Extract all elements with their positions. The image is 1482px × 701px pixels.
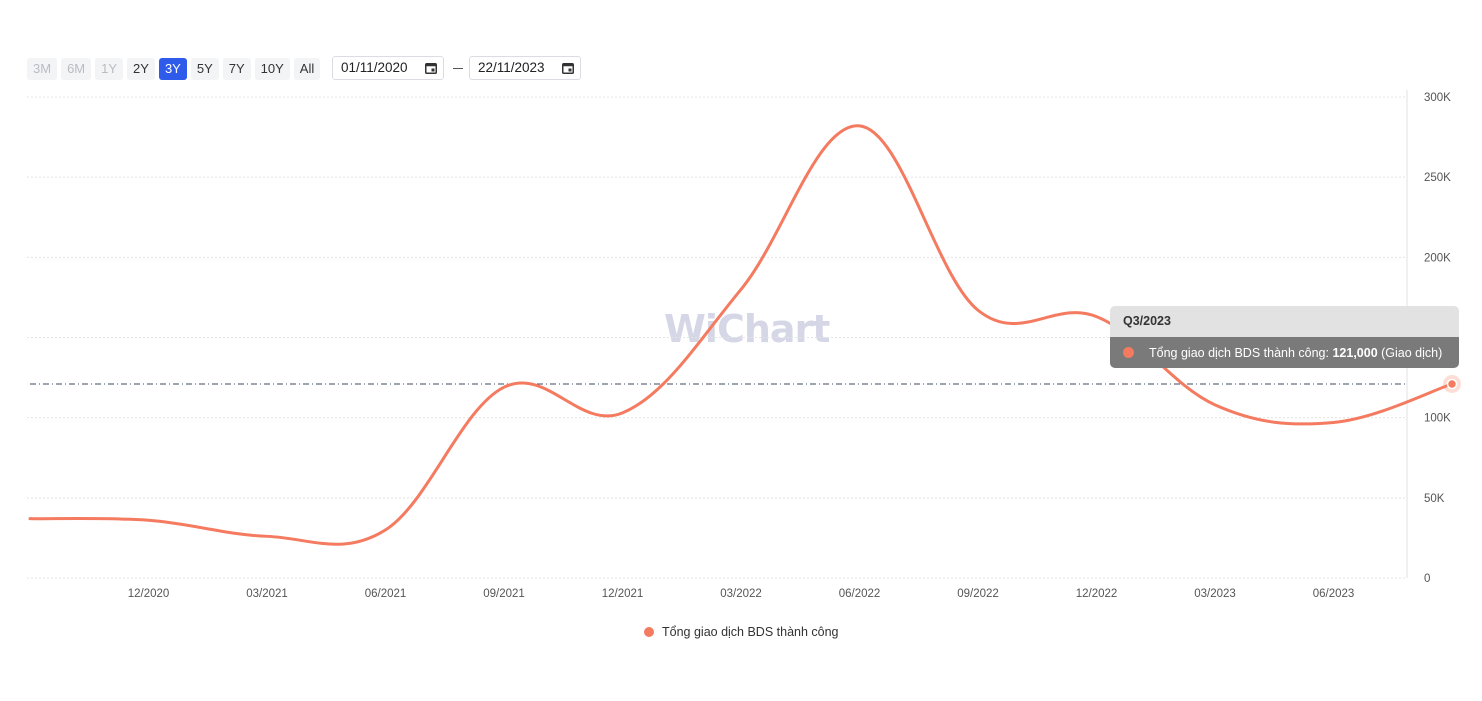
range-button-3m[interactable]: 3M — [27, 58, 58, 80]
chart-legend[interactable]: Tổng giao dịch BDS thành công — [644, 625, 839, 639]
range-button-6m[interactable]: 6M — [61, 58, 92, 80]
calendar-icon[interactable] — [562, 62, 574, 74]
range-button-10y[interactable]: 10Y — [254, 58, 290, 80]
range-button-7y[interactable]: 7Y — [222, 58, 251, 80]
x-tick-label: 12/2022 — [1076, 588, 1118, 600]
range-button-1y[interactable]: 1Y — [95, 58, 124, 80]
tooltip-unit: (Giao dịch) — [1381, 345, 1443, 360]
date-range-separator — [453, 68, 463, 69]
range-button-2y[interactable]: 2Y — [127, 58, 155, 80]
x-tick-label: 09/2022 — [957, 588, 999, 600]
series-line — [28, 124, 1454, 546]
range-button-all[interactable]: All — [293, 58, 321, 80]
x-tick-label: 06/2021 — [365, 588, 407, 600]
range-toolbar: 3M 6M 1Y 2Y 3Y 5Y 7Y 10Y All — [27, 57, 324, 81]
y-tick-label: 50K — [1424, 493, 1445, 505]
date-to-input[interactable]: 22/11/2023 — [469, 56, 581, 80]
legend-label: Tổng giao dịch BDS thành công — [662, 625, 839, 639]
x-tick-label: 09/2021 — [483, 588, 525, 600]
x-tick-label: 12/2020 — [128, 588, 170, 600]
x-tick-label: 06/2023 — [1313, 588, 1355, 600]
x-tick-label: 06/2022 — [839, 588, 881, 600]
highlight-point — [1446, 378, 1458, 390]
watermark-logo: WiChart — [664, 307, 830, 351]
y-tick-label: 250K — [1424, 172, 1451, 184]
x-tick-label: 03/2021 — [246, 588, 288, 600]
x-tick-label: 12/2021 — [602, 588, 644, 600]
range-button-3y[interactable]: 3Y — [158, 58, 187, 80]
tooltip-value: 121,000 — [1332, 345, 1378, 360]
y-tick-label: 300K — [1424, 92, 1451, 104]
y-tick-label: 200K — [1424, 252, 1451, 264]
calendar-icon[interactable] — [425, 62, 437, 74]
date-from-value: 01/11/2020 — [341, 60, 408, 75]
tooltip-series-label: Tổng giao dịch BDS thành công: — [1149, 345, 1329, 360]
x-tick-label: 03/2022 — [720, 588, 762, 600]
y-tick-label: 0 — [1424, 573, 1430, 585]
legend-dot — [644, 627, 654, 637]
date-to-value: 22/11/2023 — [478, 60, 545, 75]
chart-tooltip: Q3/2023 Tổng giao dịch BDS thành công: 1… — [1110, 306, 1459, 368]
y-tick-label: 100K — [1424, 413, 1451, 425]
date-from-input[interactable]: 01/11/2020 — [332, 56, 444, 80]
x-tick-label: 03/2023 — [1194, 588, 1236, 600]
tooltip-row: Tổng giao dịch BDS thành công: 121,000 (… — [1110, 337, 1459, 368]
tooltip-title: Q3/2023 — [1110, 306, 1459, 337]
tooltip-series-dot — [1123, 347, 1134, 358]
range-button-5y[interactable]: 5Y — [190, 58, 219, 80]
